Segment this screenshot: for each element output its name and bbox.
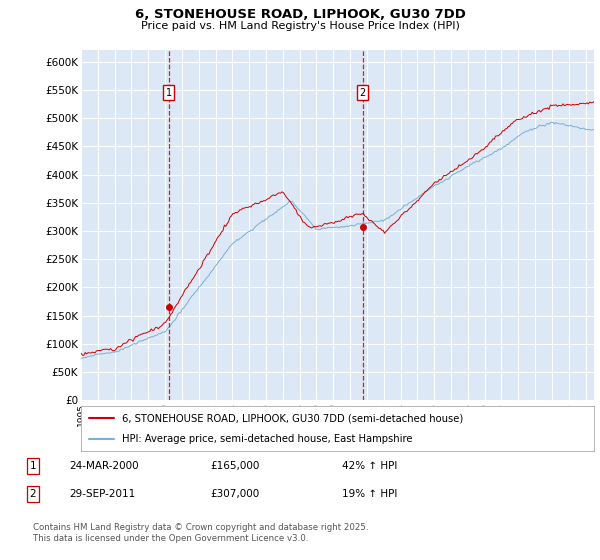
Text: 2: 2	[29, 489, 37, 499]
Text: Price paid vs. HM Land Registry's House Price Index (HPI): Price paid vs. HM Land Registry's House …	[140, 21, 460, 31]
Text: 29-SEP-2011: 29-SEP-2011	[69, 489, 135, 499]
Text: 24-MAR-2000: 24-MAR-2000	[69, 461, 139, 471]
Text: £165,000: £165,000	[210, 461, 259, 471]
Text: 6, STONEHOUSE ROAD, LIPHOOK, GU30 7DD (semi-detached house): 6, STONEHOUSE ROAD, LIPHOOK, GU30 7DD (s…	[122, 413, 463, 423]
Text: 1: 1	[29, 461, 37, 471]
Text: £307,000: £307,000	[210, 489, 259, 499]
Text: Contains HM Land Registry data © Crown copyright and database right 2025.
This d: Contains HM Land Registry data © Crown c…	[33, 524, 368, 543]
Text: 42% ↑ HPI: 42% ↑ HPI	[342, 461, 397, 471]
Text: 19% ↑ HPI: 19% ↑ HPI	[342, 489, 397, 499]
Text: 6, STONEHOUSE ROAD, LIPHOOK, GU30 7DD: 6, STONEHOUSE ROAD, LIPHOOK, GU30 7DD	[134, 8, 466, 21]
Text: HPI: Average price, semi-detached house, East Hampshire: HPI: Average price, semi-detached house,…	[122, 433, 413, 444]
Text: 1: 1	[166, 88, 172, 98]
Text: 2: 2	[359, 88, 366, 98]
